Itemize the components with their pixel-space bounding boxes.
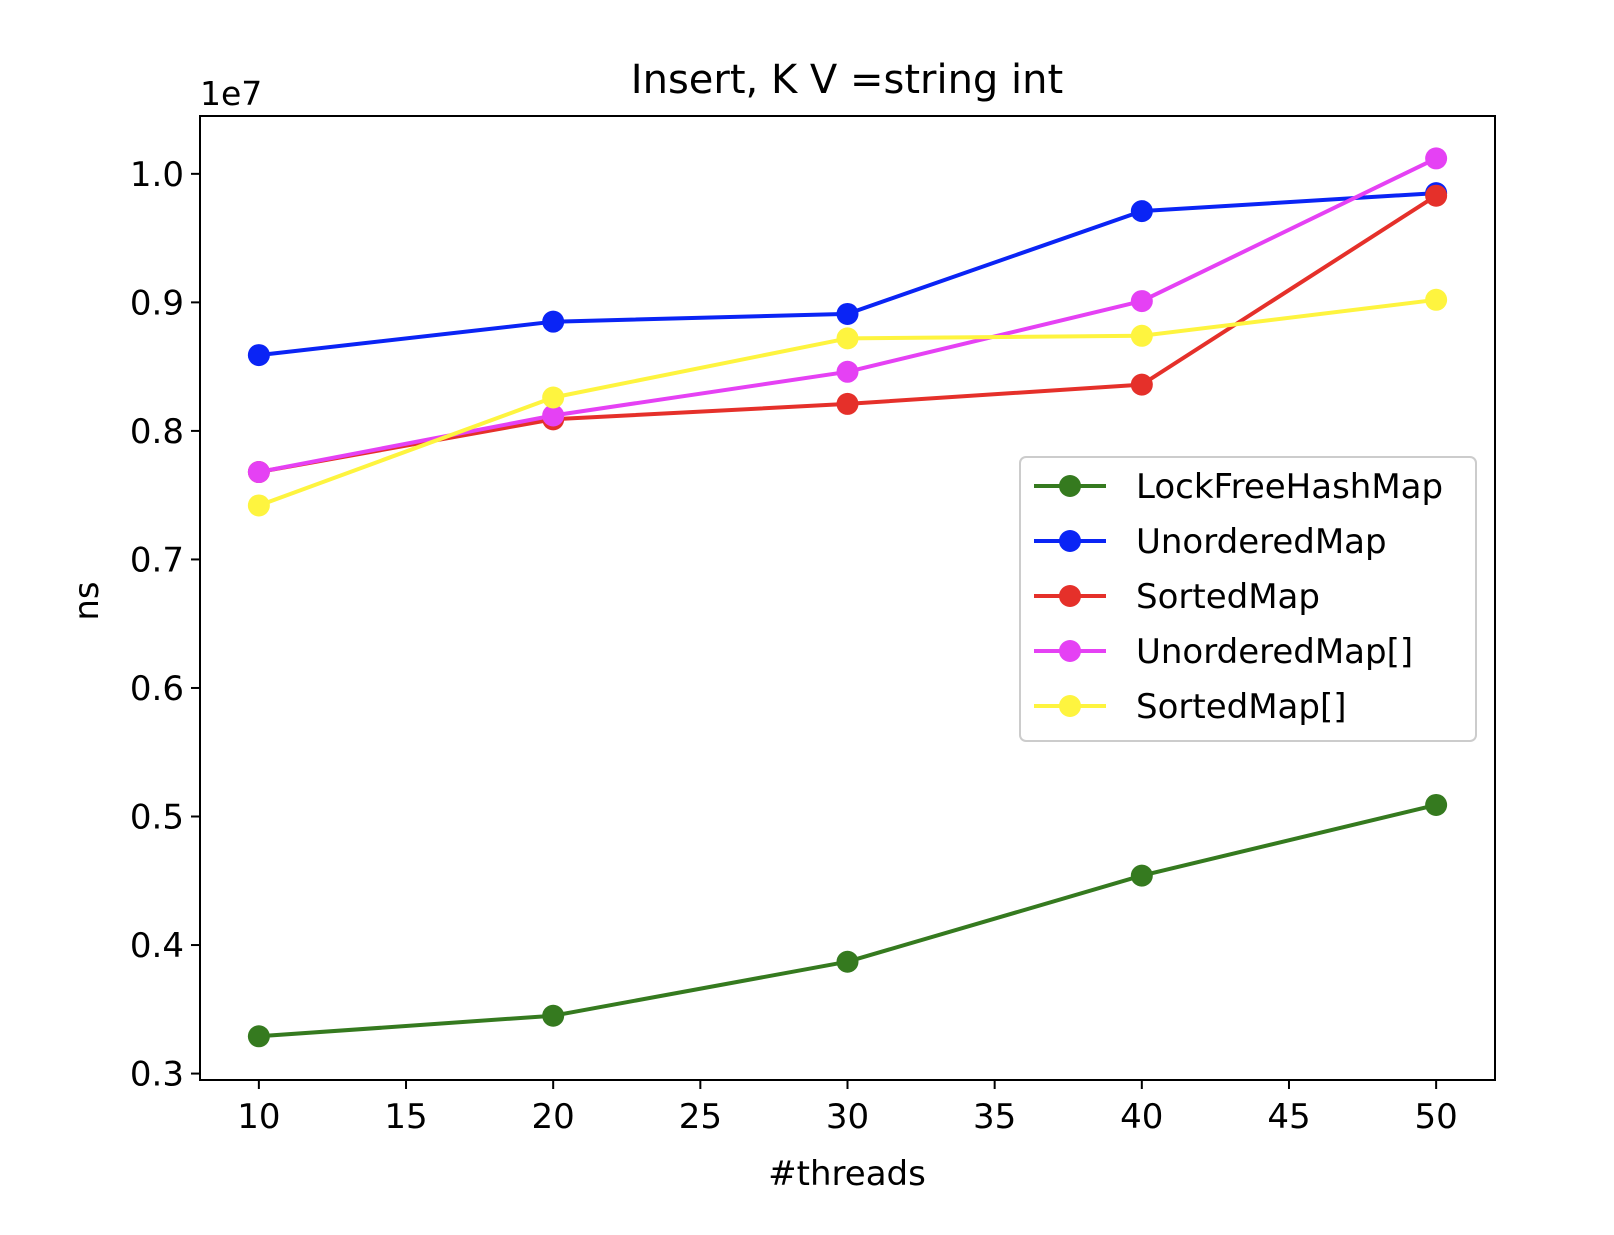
data-point-sortedmap xyxy=(1425,184,1448,207)
data-point-unorderedmap xyxy=(1130,200,1153,223)
legend-label-sortedmap: SortedMap xyxy=(1136,577,1320,617)
x-tick-label: 50 xyxy=(1415,1097,1458,1137)
data-point-lockfreehashmap xyxy=(247,1025,270,1048)
data-point-sortedmap xyxy=(1130,373,1153,396)
legend-label-lockfreehashmap: LockFreeHashMap xyxy=(1136,467,1443,507)
data-point-sortedmap-array xyxy=(247,494,270,517)
x-tick-label: 40 xyxy=(1120,1097,1163,1137)
data-point-sortedmap-array xyxy=(1130,324,1153,347)
x-tick-label: 25 xyxy=(679,1097,722,1137)
legend-marker-unorderedmap xyxy=(1059,530,1081,552)
legend-marker-unorderedmap-array xyxy=(1059,640,1081,662)
legend: LockFreeHashMap UnorderedMap SortedMap Unor… xyxy=(1019,456,1477,742)
chart-title: Insert, K V =string int xyxy=(631,57,1063,103)
x-tick-label: 30 xyxy=(826,1097,869,1137)
y-tick-label: 0.5 xyxy=(130,798,184,838)
y-tick-label: 0.9 xyxy=(130,283,184,323)
legend-label-unorderedmap: UnorderedMap xyxy=(1136,522,1387,562)
data-point-lockfreehashmap xyxy=(542,1004,565,1027)
y-tick-label: 0.8 xyxy=(130,412,184,452)
data-point-unorderedmap xyxy=(542,310,565,333)
data-point-unorderedmap-array xyxy=(1130,290,1153,313)
legend-marker-sortedmap-array xyxy=(1059,695,1081,717)
ticks-layer: 10 15 20 25 30 35 40 45 50 0.3 0.4 0.5 0.6 0.7 0.8 0.9 1… xyxy=(130,155,1458,1137)
legend-label-sortedmap-array: SortedMap[] xyxy=(1136,687,1346,727)
x-tick-label: 35 xyxy=(973,1097,1016,1137)
x-tick-label: 45 xyxy=(1267,1097,1310,1137)
y-tick-label: 0.7 xyxy=(130,540,184,580)
data-point-lockfreehashmap xyxy=(1425,793,1448,816)
data-point-unorderedmap xyxy=(836,302,859,325)
legend-marker-lockfreehashmap xyxy=(1059,475,1081,497)
legend-box xyxy=(1019,456,1477,742)
y-axis-label: ns xyxy=(67,581,107,620)
plot-frame xyxy=(199,115,1496,1081)
series-layer xyxy=(247,147,1448,1048)
data-point-unorderedmap-array xyxy=(542,404,565,427)
data-point-unorderedmap xyxy=(247,344,270,367)
legend-marker-sortedmap xyxy=(1059,585,1081,607)
x-axis-label: #threads xyxy=(768,1154,926,1194)
y-tick-label: 1.0 xyxy=(130,155,184,195)
data-point-unorderedmap-array xyxy=(247,461,270,484)
data-point-sortedmap-array xyxy=(1425,288,1448,311)
x-tick-label: 20 xyxy=(532,1097,575,1137)
x-tick-label: 10 xyxy=(237,1097,280,1137)
data-point-unorderedmap-array xyxy=(1425,147,1448,170)
y-tick-label: 0.6 xyxy=(130,669,184,709)
data-point-lockfreehashmap xyxy=(836,950,859,973)
y-tick-label: 0.4 xyxy=(130,926,184,966)
legend-label-unorderedmap-array: UnorderedMap[] xyxy=(1136,632,1413,672)
data-point-sortedmap-array xyxy=(542,386,565,409)
y-axis-offset-label: 1e7 xyxy=(200,74,262,113)
series-line-lockfreehashmap xyxy=(258,802,1437,1039)
data-point-unorderedmap-array xyxy=(836,360,859,383)
data-point-sortedmap-array xyxy=(836,327,859,350)
x-tick-label: 15 xyxy=(384,1097,427,1137)
data-point-lockfreehashmap xyxy=(1130,864,1153,887)
y-tick-label: 0.3 xyxy=(130,1055,184,1095)
data-point-sortedmap xyxy=(836,392,859,415)
